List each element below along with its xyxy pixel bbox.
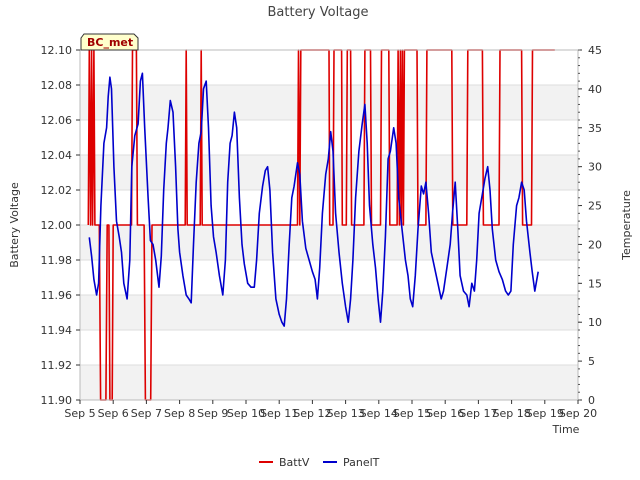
- x-axis-label: Time: [552, 423, 580, 436]
- x-tick-label: Sep 13: [326, 407, 364, 420]
- y-tick-label: 12.08: [41, 79, 73, 92]
- y-axis-label: Battery Voltage: [8, 182, 21, 268]
- y-tick-label: 12.10: [41, 44, 73, 57]
- y-tick-label: 11.92: [41, 359, 73, 372]
- x-tick-label: Sep 20: [559, 407, 597, 420]
- x-tick-label: Sep 14: [360, 407, 398, 420]
- series-line-panelt: [88, 72, 539, 327]
- x-tick-label: Sep 10: [227, 407, 265, 420]
- x-tick-label: Sep 7: [131, 407, 162, 420]
- y2-tick-label: 5: [588, 355, 595, 368]
- y2-axis-label: Temperature: [620, 190, 633, 261]
- legend-label-battv: BattV: [279, 456, 310, 469]
- y-tick-label: 11.94: [41, 324, 73, 337]
- x-tick-label: Sep 16: [426, 407, 464, 420]
- x-tick-label: Sep 18: [492, 407, 530, 420]
- x-tick-label: Sep 12: [293, 407, 331, 420]
- x-tick-label: Sep 8: [164, 407, 195, 420]
- x-tick-label: Sep 15: [393, 407, 431, 420]
- plot-band: [80, 295, 578, 330]
- y2-tick-label: 25: [588, 200, 602, 213]
- x-tick-label: Sep 19: [526, 407, 564, 420]
- y2-tick-label: 35: [588, 122, 602, 135]
- y2-tick-label: 10: [588, 316, 602, 329]
- x-tick-label: Sep 11: [260, 407, 298, 420]
- y2-tick-label: 0: [588, 394, 595, 407]
- y2-tick-label: 40: [588, 83, 602, 96]
- y2-tick-label: 45: [588, 44, 602, 57]
- x-tick-label: Sep 17: [459, 407, 497, 420]
- legend: BattV PanelT: [259, 456, 380, 469]
- chart-title: Battery Voltage: [267, 5, 368, 20]
- x-tick-label: Sep 9: [197, 407, 228, 420]
- station-badge-text: BC_met: [87, 36, 133, 49]
- legend-label-panelt: PanelT: [343, 456, 380, 469]
- y-tick-label: 12.06: [41, 114, 73, 127]
- axes-layer: 11.90 11.92 11.94 11.96 11.98 12.00 12.02 12.04…: [41, 44, 603, 420]
- plot-band: [80, 330, 578, 365]
- station-badge: BC_met: [80, 33, 139, 51]
- x-tick-label: Sep 5: [64, 407, 95, 420]
- y2-tick-label: 20: [588, 238, 602, 251]
- y-tick-label: 12.02: [41, 184, 73, 197]
- plot-band: [80, 260, 578, 295]
- y-tick-label: 11.96: [41, 289, 73, 302]
- y-tick-label: 11.98: [41, 254, 73, 267]
- x-tick-label: Sep 6: [98, 407, 129, 420]
- plot-band: [80, 365, 578, 400]
- y2-tick-label: 15: [588, 277, 602, 290]
- y-tick-label: 11.90: [41, 394, 73, 407]
- y2-tick-label: 30: [588, 161, 602, 174]
- y-tick-label: 12.00: [41, 219, 73, 232]
- y-tick-label: 12.04: [41, 149, 73, 162]
